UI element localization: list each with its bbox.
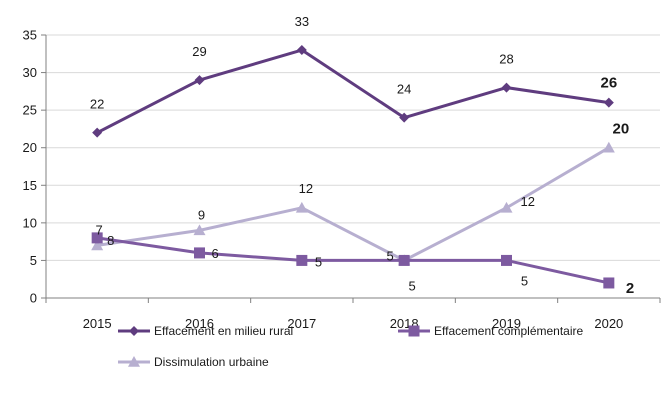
data-label: 22 bbox=[90, 97, 104, 112]
legend-item: Effacement complémentaire bbox=[398, 324, 584, 338]
series-line bbox=[96, 236, 610, 285]
data-point bbox=[603, 97, 614, 108]
x-tick-label: 2019 bbox=[492, 316, 521, 331]
data-point bbox=[295, 201, 308, 213]
data-point bbox=[193, 224, 206, 236]
data-point bbox=[501, 82, 512, 93]
data-label: 6 bbox=[212, 246, 219, 261]
data-point bbox=[501, 254, 512, 266]
x-tick-label: 2017 bbox=[287, 316, 316, 331]
legend-marker-icon bbox=[408, 325, 420, 337]
data-label: 2 bbox=[626, 280, 634, 297]
data-point bbox=[602, 141, 615, 153]
y-tick-label: 0 bbox=[30, 291, 37, 306]
data-point bbox=[296, 45, 307, 56]
data-label: 24 bbox=[397, 82, 411, 97]
legend-label: Dissimulation urbaine bbox=[154, 355, 269, 369]
data-label: 5 bbox=[387, 248, 394, 263]
x-tick-label: 2016 bbox=[185, 316, 214, 331]
legend-item: Dissimulation urbaine bbox=[118, 355, 269, 369]
legend: Effacement en milieu rural Effacement com… bbox=[118, 324, 584, 369]
data-point bbox=[92, 127, 103, 138]
data-label: 7 bbox=[96, 222, 103, 237]
series-lines bbox=[91, 45, 615, 289]
x-tick-label: 2015 bbox=[83, 316, 112, 331]
y-tick-label: 30 bbox=[23, 65, 37, 80]
data-label: 12 bbox=[521, 194, 535, 209]
data-point bbox=[296, 254, 308, 266]
data-point bbox=[398, 254, 410, 266]
data-label: 26 bbox=[600, 75, 617, 92]
legend-marker-icon bbox=[128, 356, 140, 367]
data-point bbox=[500, 201, 513, 213]
data-label: 29 bbox=[192, 44, 206, 59]
gridlines bbox=[46, 34, 660, 261]
y-tick-label: 20 bbox=[23, 140, 37, 155]
data-point bbox=[194, 75, 205, 86]
data-point bbox=[399, 112, 410, 123]
series-line bbox=[96, 146, 610, 262]
data-label: 5 bbox=[315, 254, 322, 269]
data-label: 12 bbox=[299, 181, 313, 196]
legend-label: Effacement en milieu rural bbox=[154, 324, 293, 338]
data-label: 5 bbox=[521, 273, 528, 288]
data-label: 9 bbox=[198, 207, 205, 222]
data-label: 5 bbox=[409, 278, 416, 293]
y-tick-label: 25 bbox=[23, 103, 37, 118]
legend-label: Effacement complémentaire bbox=[434, 324, 584, 338]
data-point bbox=[194, 247, 205, 259]
data-point bbox=[91, 239, 104, 251]
legend-item: Effacement en milieu rural bbox=[118, 324, 293, 338]
data-label: 28 bbox=[499, 52, 513, 67]
data-label: 33 bbox=[295, 14, 309, 29]
y-tick-label: 10 bbox=[23, 215, 37, 230]
data-label: 20 bbox=[612, 121, 629, 138]
data-point bbox=[603, 277, 615, 289]
data-point bbox=[91, 232, 103, 244]
x-tick-label: 2020 bbox=[594, 316, 623, 331]
series-line bbox=[96, 48, 610, 135]
y-tick-label: 35 bbox=[23, 28, 37, 43]
data-label: 8 bbox=[107, 233, 114, 248]
legend-marker-icon bbox=[129, 326, 139, 336]
y-tick-label: 5 bbox=[30, 253, 37, 268]
y-tick-label: 15 bbox=[23, 178, 37, 193]
